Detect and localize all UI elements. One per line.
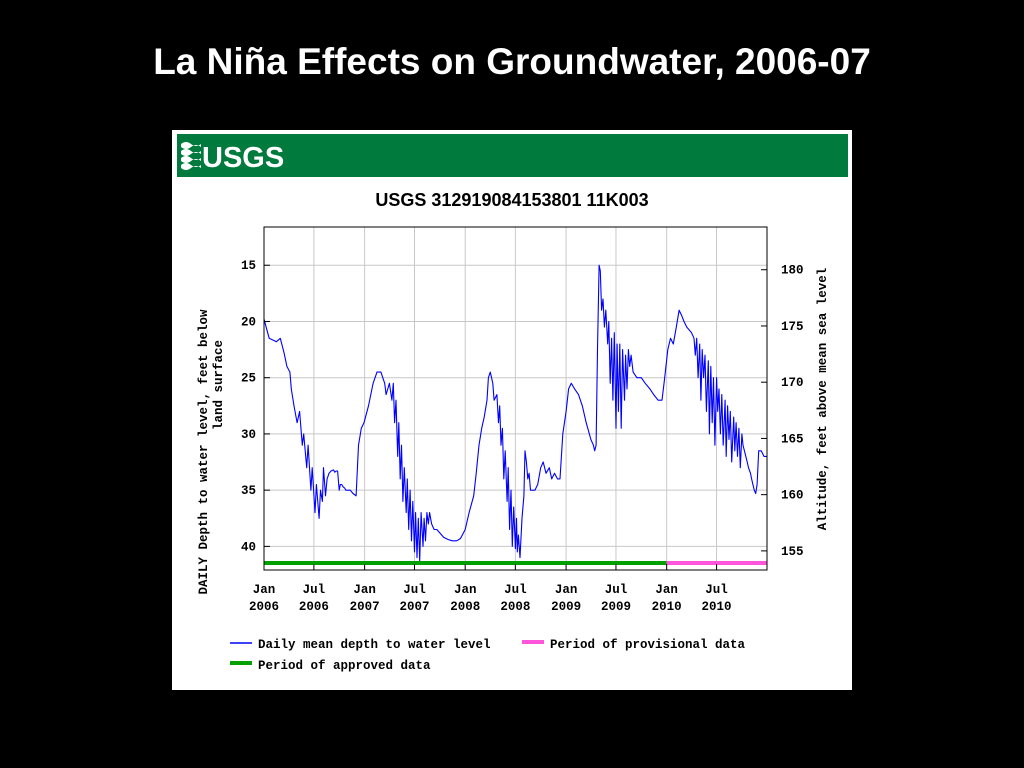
legend-label-series: Daily mean depth to water level — [258, 638, 491, 652]
x-tick-label-month: Jan — [253, 583, 276, 597]
x-tick-label-year: 2008 — [450, 600, 480, 614]
y2-tick-label: 160 — [781, 489, 804, 503]
usgs-logo-wave-icon — [181, 142, 201, 170]
x-tick-label-month: Jul — [705, 583, 728, 597]
series-line-depth — [263, 264, 767, 562]
x-tick-label-year: 2007 — [350, 600, 380, 614]
legend-label-provisional: Period of provisional data — [550, 638, 746, 652]
right-y-ticks: 155 160 165 170 175 180 — [761, 264, 804, 559]
x-tick-label-year: 2007 — [399, 600, 429, 614]
hydrograph-chart: USGS USGS 312919084153801 11K003 15 20 25 3… — [177, 134, 848, 673]
usgs-banner — [177, 134, 848, 177]
x-tick-label-month: Jul — [605, 583, 628, 597]
y-tick-label: 25 — [241, 372, 256, 386]
x-tick-label-year: 2009 — [551, 600, 581, 614]
y-tick-label: 20 — [241, 315, 256, 329]
x-tick-label-month: Jul — [504, 583, 527, 597]
y-axis-label-line2: land surface — [212, 340, 226, 430]
x-tick-label-month: Jan — [655, 583, 678, 597]
series-layer — [263, 264, 767, 565]
x-tick-label-year: 2008 — [500, 600, 530, 614]
x-tick-label-month: Jul — [303, 583, 326, 597]
x-tick-label-year: 2009 — [601, 600, 631, 614]
x-tick-label-month: Jan — [353, 583, 376, 597]
usgs-logo-text: USGS — [202, 142, 284, 174]
y2-tick-label: 180 — [781, 264, 804, 278]
chart-title: USGS 312919084153801 11K003 — [375, 190, 648, 210]
left-y-ticks: 15 20 25 30 35 40 — [241, 259, 270, 554]
y-tick-label: 15 — [241, 259, 256, 273]
y-tick-label: 30 — [241, 428, 256, 442]
grid — [263, 227, 767, 570]
y2-tick-label: 175 — [781, 320, 804, 334]
usgs-logo: USGS — [181, 142, 284, 174]
y-tick-label: 35 — [241, 484, 256, 498]
x-tick-label-month: Jan — [555, 583, 578, 597]
y2-tick-label: 155 — [781, 545, 804, 559]
legend-label-approved: Period of approved data — [258, 659, 431, 673]
y2-axis-label: Altitude, feet above mean sea level — [816, 268, 830, 531]
legend: Daily mean depth to water level Period o… — [230, 638, 746, 673]
y2-tick-label: 165 — [781, 432, 804, 446]
y-tick-label: 40 — [241, 540, 256, 554]
x-tick-label-year: 2006 — [299, 600, 329, 614]
x-tick-label-month: Jan — [454, 583, 477, 597]
chart-panel: USGS USGS 312919084153801 11K003 15 20 25 3… — [172, 130, 852, 690]
x-ticks: Jan 2006 Jul 2006 Jan 2007 Jul 2007 Jan 2008 Jul 20… — [249, 564, 732, 614]
y2-tick-label: 170 — [781, 376, 804, 390]
slide-title: La Niña Effects on Groundwater, 2006-07 — [153, 41, 871, 82]
x-tick-label-month: Jul — [403, 583, 426, 597]
y-axis-label-line1: DAILY Depth to water level, feet below — [197, 309, 211, 595]
x-tick-label-year: 2010 — [652, 600, 682, 614]
x-tick-label-year: 2006 — [249, 600, 279, 614]
x-tick-label-year: 2010 — [702, 600, 732, 614]
